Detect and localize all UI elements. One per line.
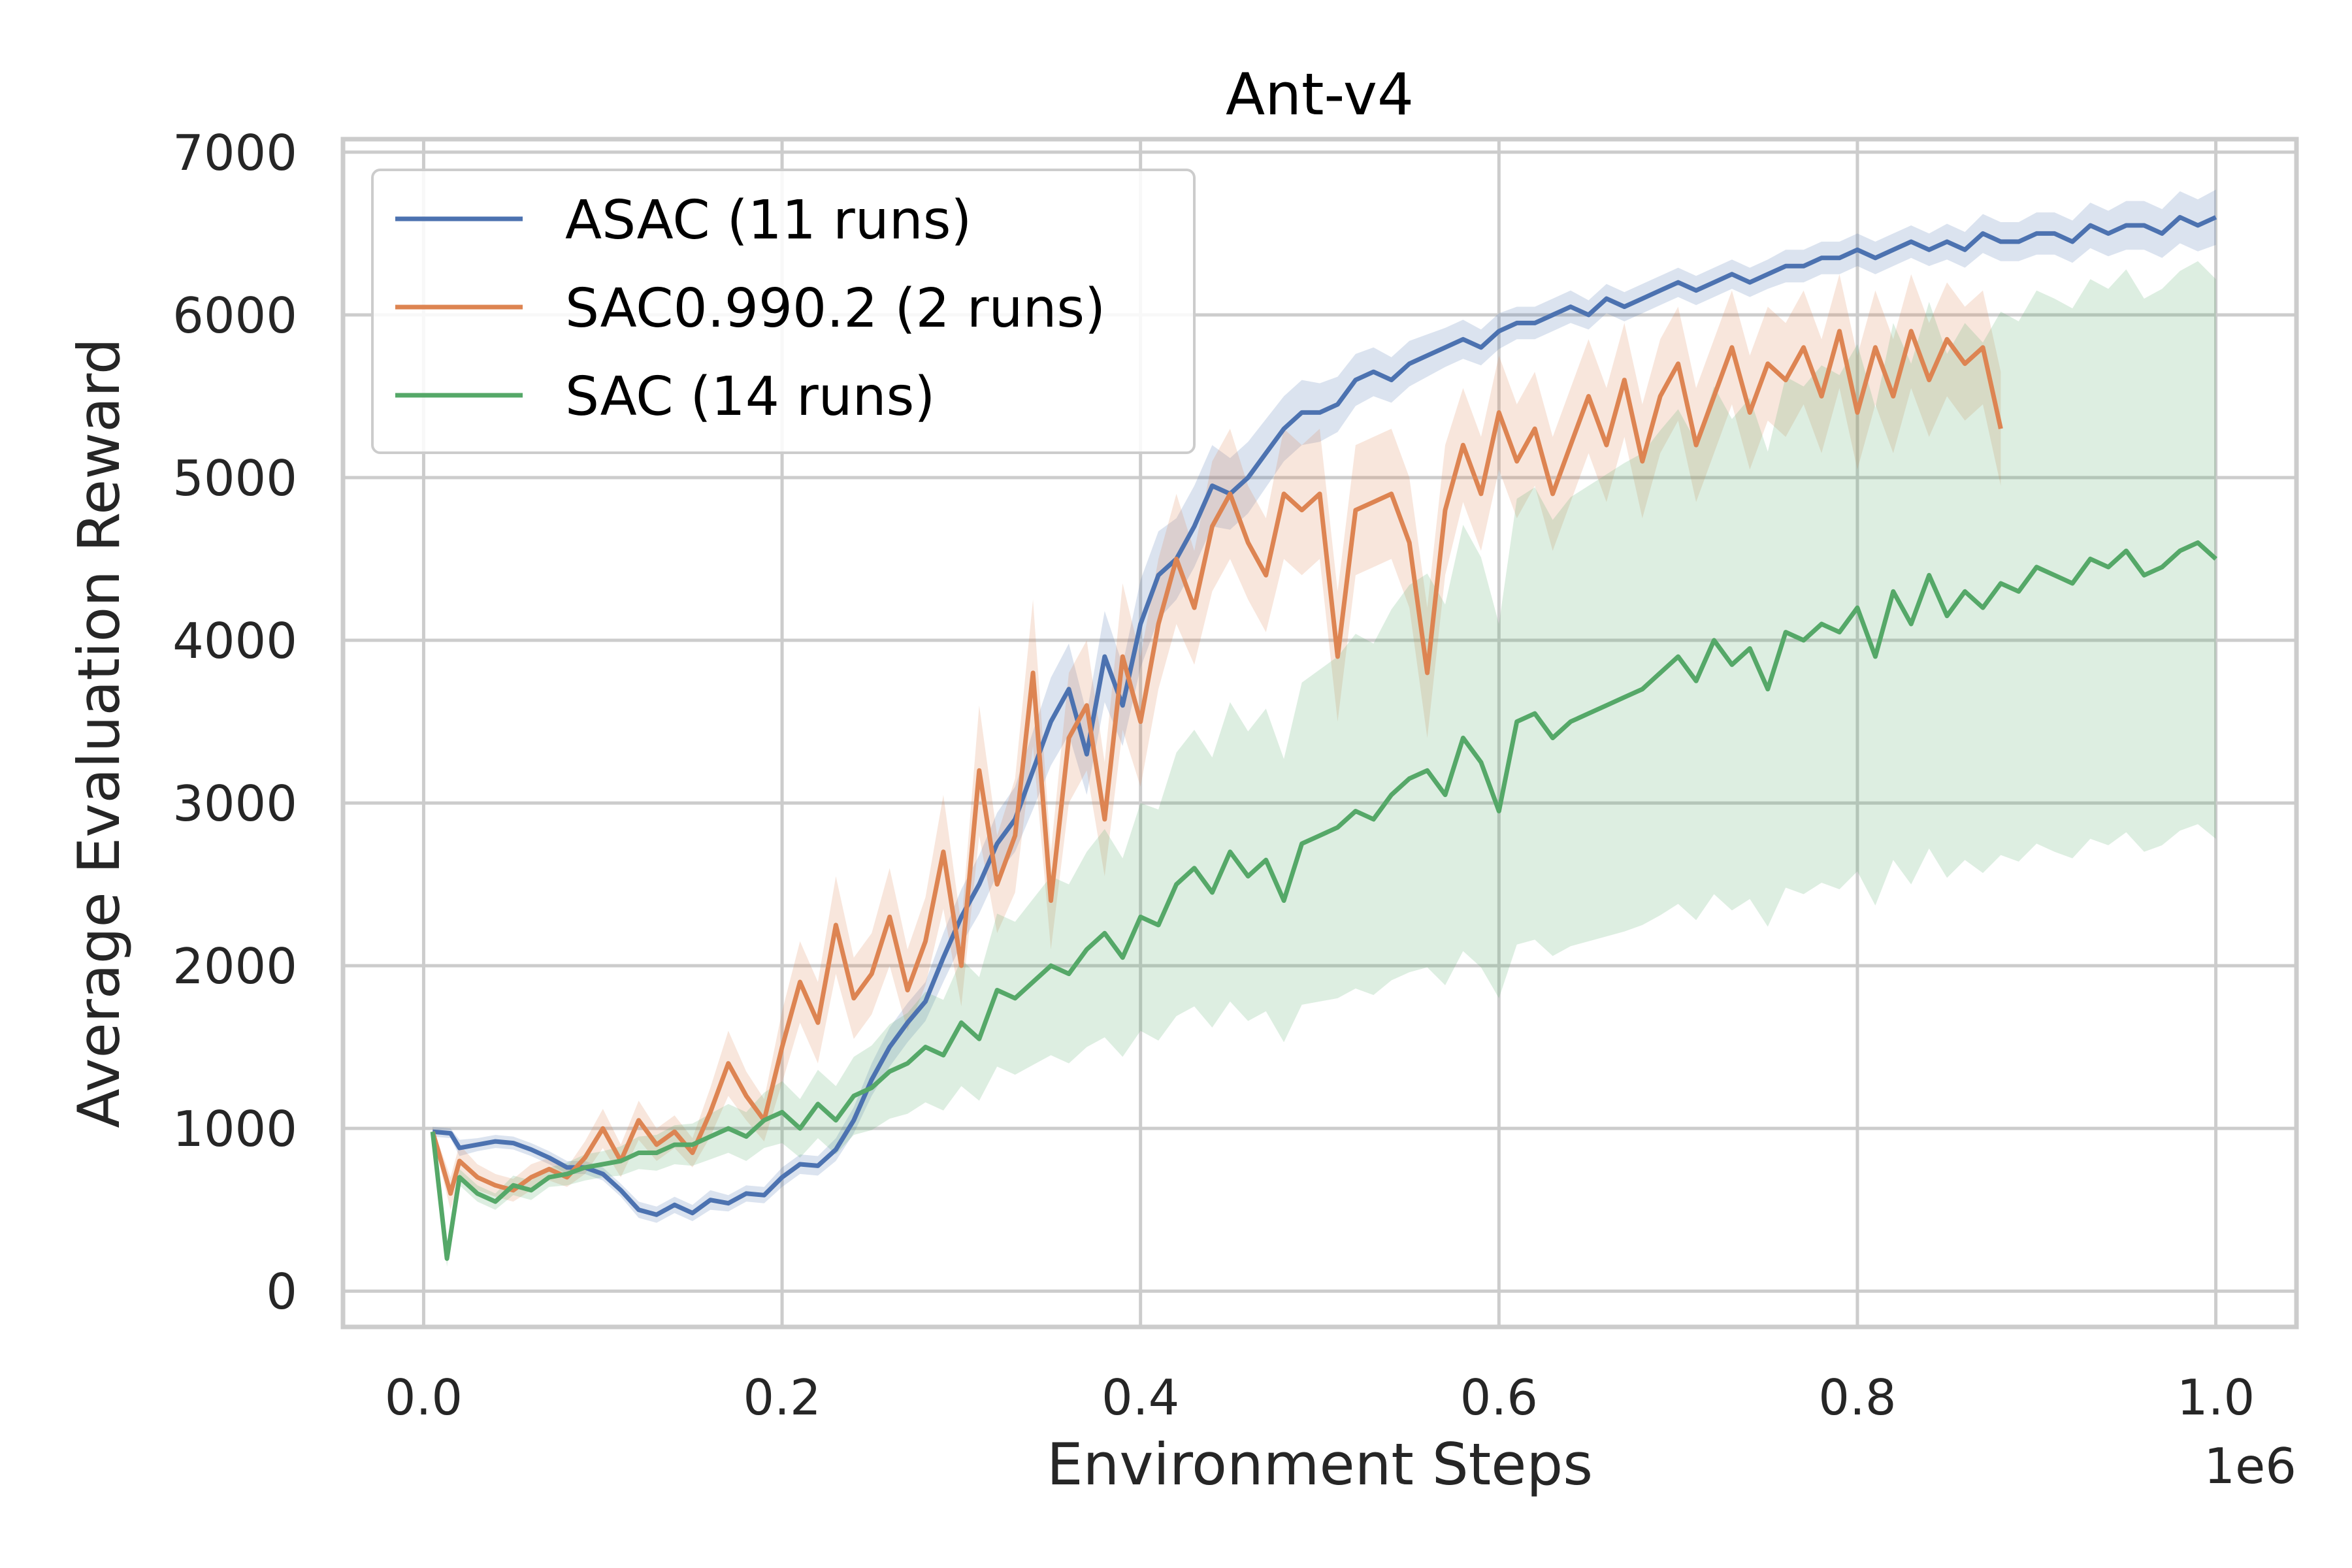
x-tick-label: 0.8 [1818, 1369, 1896, 1426]
series-lines [430, 215, 2217, 1261]
x-tick-label: 0.2 [743, 1369, 821, 1426]
x-offset-label: 1e6 [2204, 1437, 2296, 1495]
legend-label-sac: SAC (14 runs) [565, 366, 935, 428]
series-band-0 [433, 189, 2216, 1223]
y-tick-label: 3000 [172, 775, 297, 832]
y-tick-label: 4000 [172, 612, 297, 670]
y-tick-label: 6000 [172, 287, 297, 344]
y-tick-label: 2000 [172, 938, 297, 995]
series-band-2 [433, 261, 2216, 1267]
y-tick-label: 5000 [172, 449, 297, 507]
chart-title: Ant-v4 [1226, 61, 1414, 128]
legend: ASAC (11 runs) SAC0.990.2 (2 runs) SAC (… [371, 169, 1196, 454]
legend-label-asac: ASAC (11 runs) [565, 189, 972, 252]
y-axis-title: Average Evaluation Reward [65, 338, 133, 1128]
series-line-0 [432, 215, 2217, 1217]
y-tick-label: 1000 [172, 1100, 297, 1158]
x-tick-label: 1.0 [2177, 1369, 2255, 1426]
x-tick-labels: 0.0 0.2 0.4 0.6 0.8 1.0 [385, 1369, 2255, 1426]
x-axis-title: Environment Steps [1047, 1431, 1593, 1498]
y-tick-labels: 0 1000 2000 3000 4000 5000 6000 7000 [172, 124, 297, 1320]
x-tick-label: 0.4 [1102, 1369, 1179, 1426]
legend-box [371, 169, 1196, 454]
x-tick-label: 0.6 [1460, 1369, 1538, 1426]
x-tick-label: 0.0 [385, 1369, 463, 1426]
plot-frame [340, 137, 2299, 1330]
series-line-2 [430, 540, 2217, 1261]
y-tick-label: 7000 [172, 124, 297, 182]
y-tick-label: 0 [266, 1263, 297, 1320]
legend-label-sac0990: SAC0.990.2 (2 runs) [565, 278, 1105, 340]
